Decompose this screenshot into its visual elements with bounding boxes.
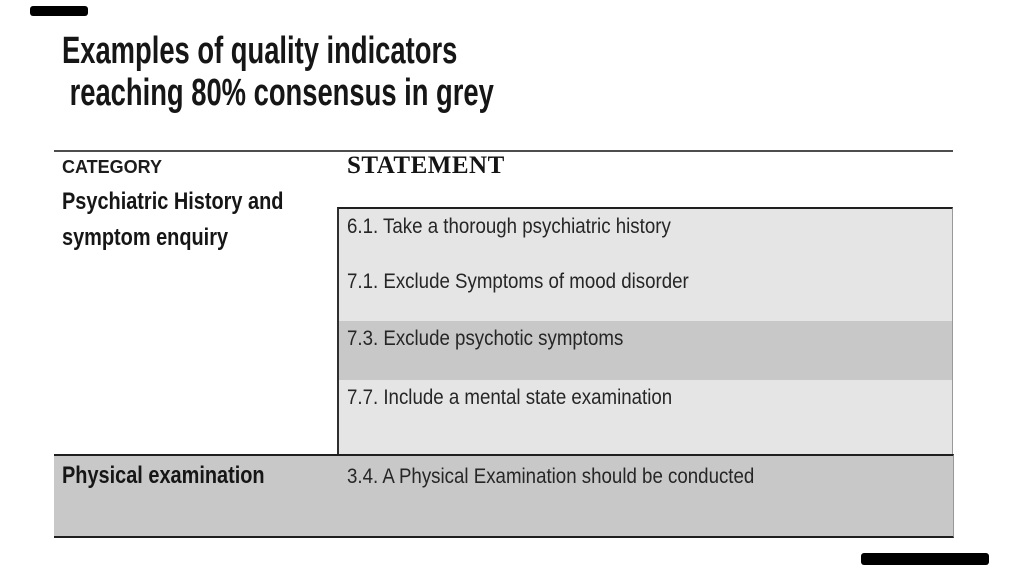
top-left-black-bar <box>30 6 88 16</box>
slide-title-line1: Examples of quality indicators <box>62 30 458 72</box>
table-row: 7.7. Include a mental state examination <box>339 380 952 454</box>
slide-title: Examples of quality indicators reaching … <box>62 30 662 114</box>
bottom-right-black-bar <box>861 553 989 565</box>
category-column-header: CATEGORY <box>62 157 163 177</box>
psychiatric-statements-table: 6.1. Take a thorough psychiatric history… <box>337 207 953 454</box>
table-row-consensus-grey: 3.4. A Physical Examination should be co… <box>347 465 755 488</box>
statement-column-header: STATEMENT <box>347 152 505 179</box>
table-row-consensus-grey: 7.3. Exclude psychotic symptoms <box>339 321 952 380</box>
category-physical-examination: Physical examination <box>62 462 265 489</box>
physical-examination-row: Physical examination 3.4. A Physical Exa… <box>54 454 954 538</box>
table-row: 6.1. Take a thorough psychiatric history <box>339 209 952 264</box>
category-psychiatric-history: Psychiatric History and symptom enquiry <box>62 188 284 251</box>
table-row: 7.1. Exclude Symptoms of mood disorder <box>339 264 952 321</box>
slide-title-line2: reaching 80% consensus in grey <box>62 72 494 114</box>
table-top-rule <box>54 150 953 152</box>
